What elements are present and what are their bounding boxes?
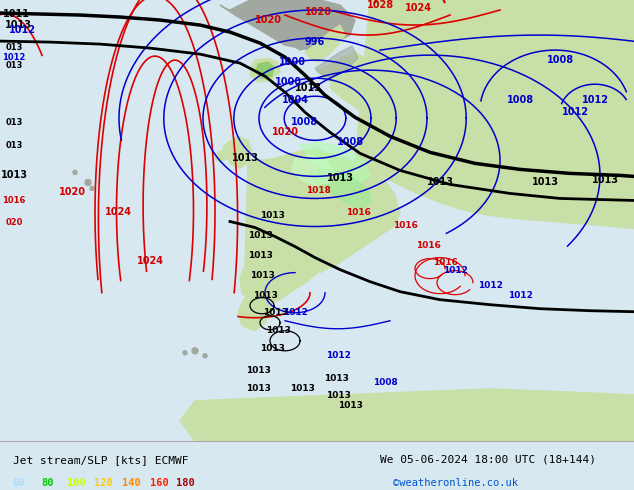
- Text: 1013: 1013: [592, 175, 619, 185]
- Circle shape: [203, 354, 207, 358]
- Text: 1013: 1013: [252, 291, 278, 300]
- Text: 60: 60: [13, 478, 25, 488]
- Text: 100: 100: [67, 478, 86, 488]
- Text: 1020: 1020: [271, 127, 299, 137]
- Circle shape: [73, 171, 77, 174]
- Text: 120: 120: [94, 478, 113, 488]
- Text: 1000: 1000: [278, 57, 306, 67]
- Text: 1013: 1013: [337, 401, 363, 411]
- Circle shape: [85, 179, 91, 185]
- Text: 1012: 1012: [562, 107, 588, 117]
- Text: 1013: 1013: [247, 231, 273, 240]
- Text: 1018: 1018: [306, 186, 330, 195]
- Circle shape: [192, 348, 198, 354]
- Text: 1013: 1013: [245, 367, 271, 375]
- Polygon shape: [180, 389, 634, 441]
- Text: 1012: 1012: [443, 266, 467, 275]
- Circle shape: [183, 351, 187, 355]
- Text: 1004: 1004: [281, 95, 309, 105]
- Text: 013: 013: [5, 61, 23, 70]
- Text: 1012: 1012: [3, 52, 26, 62]
- Text: 1028: 1028: [366, 0, 394, 10]
- Polygon shape: [256, 62, 274, 78]
- Text: 1024: 1024: [404, 3, 432, 13]
- Polygon shape: [223, 136, 252, 169]
- Polygon shape: [300, 142, 370, 182]
- Text: We 05-06-2024 18:00 UTC (18+144): We 05-06-2024 18:00 UTC (18+144): [380, 455, 597, 465]
- Text: 1012: 1012: [283, 308, 307, 317]
- Text: 1013: 1013: [531, 177, 559, 187]
- Text: 1013: 1013: [266, 326, 290, 335]
- Text: 013: 013: [5, 118, 23, 127]
- Text: 1013: 1013: [326, 392, 351, 400]
- Text: 80: 80: [41, 478, 54, 488]
- Polygon shape: [250, 58, 280, 82]
- Text: 1013: 1013: [247, 251, 273, 260]
- Text: 1012: 1012: [581, 95, 609, 105]
- Polygon shape: [240, 148, 400, 306]
- Text: 1020: 1020: [58, 188, 86, 197]
- Text: 013: 013: [5, 141, 23, 150]
- Polygon shape: [315, 230, 332, 272]
- Text: 1012: 1012: [8, 25, 36, 35]
- Text: 1013: 1013: [259, 211, 285, 220]
- Polygon shape: [292, 155, 338, 185]
- Text: 1020: 1020: [254, 15, 281, 25]
- Text: 1008: 1008: [337, 137, 363, 147]
- Text: 160: 160: [150, 478, 169, 488]
- Text: 1013: 1013: [259, 344, 285, 353]
- Text: 1013: 1013: [1, 171, 27, 180]
- Text: 1024: 1024: [105, 207, 131, 218]
- Text: 1024: 1024: [136, 256, 164, 266]
- Text: 1013: 1013: [290, 384, 314, 393]
- Text: 1016: 1016: [392, 221, 417, 230]
- Polygon shape: [275, 15, 320, 50]
- Text: 1013: 1013: [4, 20, 32, 30]
- Polygon shape: [318, 52, 370, 88]
- Text: 1013: 1013: [323, 374, 349, 383]
- Text: 1008: 1008: [547, 55, 574, 65]
- Polygon shape: [310, 169, 372, 208]
- Text: 1008: 1008: [373, 378, 398, 388]
- Text: 180: 180: [176, 478, 195, 488]
- Text: 1012: 1012: [508, 291, 533, 300]
- Text: 1000: 1000: [275, 77, 302, 87]
- Text: 1016: 1016: [432, 258, 458, 267]
- Polygon shape: [215, 149, 230, 162]
- Text: 1008: 1008: [507, 95, 534, 105]
- Text: 1013: 1013: [295, 83, 321, 93]
- Text: 996: 996: [305, 37, 325, 47]
- Polygon shape: [355, 0, 634, 228]
- Text: 1016: 1016: [3, 196, 26, 205]
- Text: 1013: 1013: [245, 384, 271, 393]
- Text: 1013: 1013: [327, 173, 354, 183]
- Text: 1012: 1012: [477, 281, 502, 290]
- Text: Jet stream/SLP [kts] ECMWF: Jet stream/SLP [kts] ECMWF: [13, 455, 188, 465]
- Text: 140: 140: [122, 478, 141, 488]
- Text: 1008: 1008: [292, 117, 318, 127]
- Text: 1011: 1011: [3, 9, 30, 19]
- Text: ©weatheronline.co.uk: ©weatheronline.co.uk: [393, 478, 518, 488]
- Text: 020: 020: [5, 218, 23, 227]
- Circle shape: [90, 186, 94, 191]
- Polygon shape: [315, 46, 358, 78]
- Polygon shape: [220, 0, 355, 50]
- Polygon shape: [238, 291, 272, 331]
- Text: 1013: 1013: [427, 177, 453, 187]
- Text: 1016: 1016: [415, 241, 441, 250]
- Text: 1012: 1012: [326, 351, 351, 360]
- Polygon shape: [305, 25, 345, 62]
- Text: 1020: 1020: [304, 7, 332, 17]
- Text: 1013: 1013: [231, 153, 259, 163]
- Text: 1013: 1013: [262, 308, 287, 317]
- Text: 1016: 1016: [346, 208, 370, 217]
- Text: 1013: 1013: [250, 271, 275, 280]
- Polygon shape: [330, 70, 385, 110]
- Text: 013: 013: [5, 43, 23, 51]
